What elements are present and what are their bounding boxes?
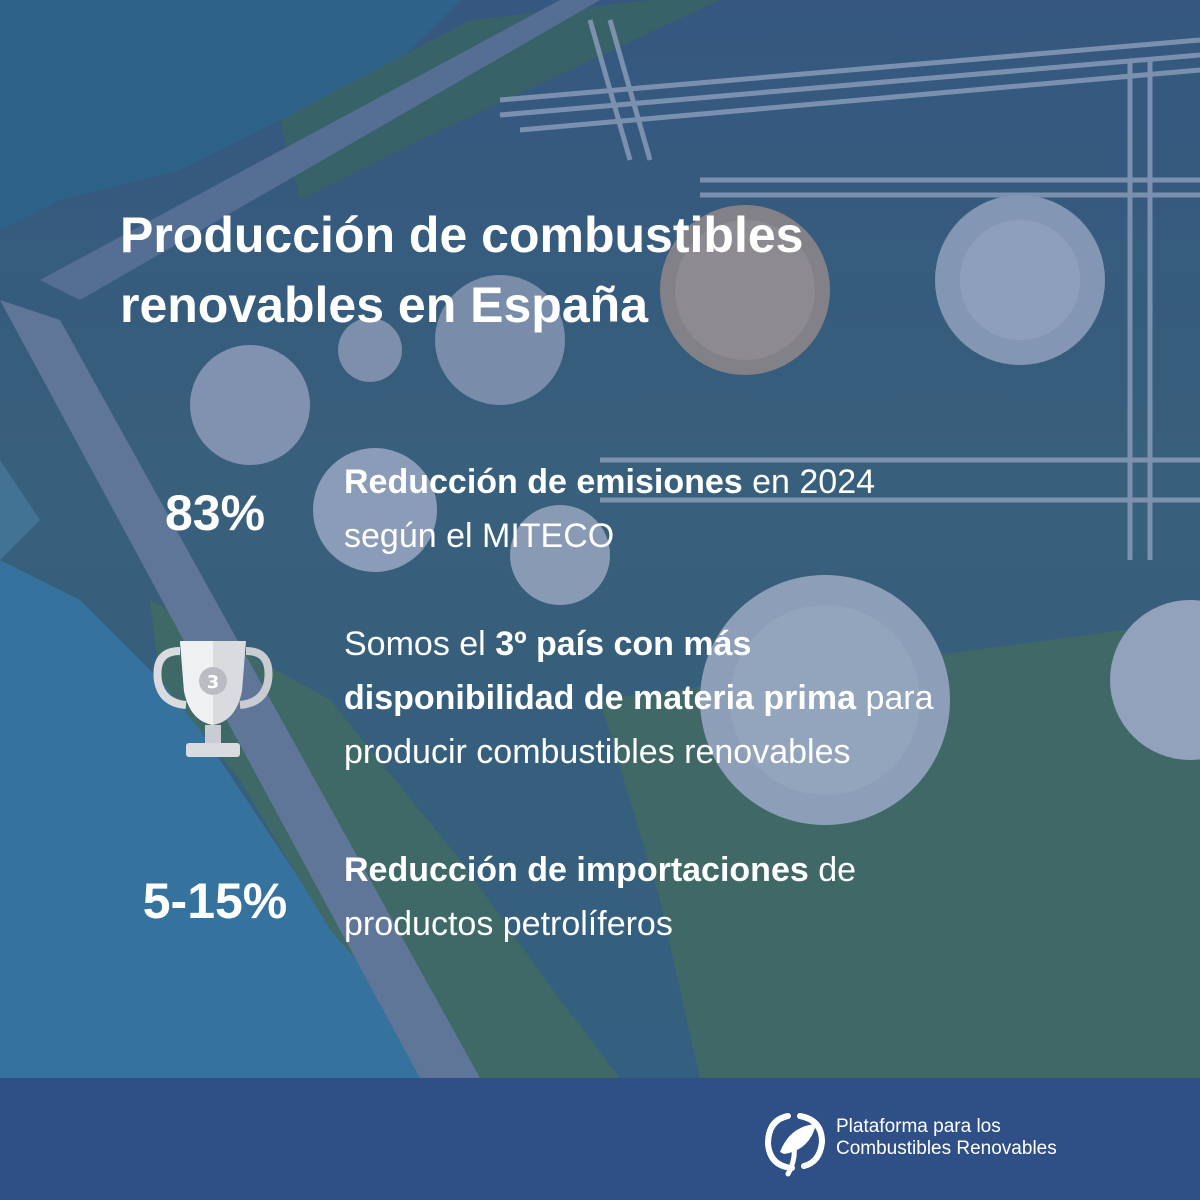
stat-rest: de [808, 851, 857, 889]
stat-bold: Reducción de importaciones [344, 851, 809, 889]
logo-line-2: Combustibles Renovables [836, 1138, 1057, 1159]
stat-rest: en 2024 [742, 463, 876, 501]
trophy-icon: 3 [150, 633, 276, 763]
stat-bold: Reducción de emisiones [344, 463, 743, 501]
stat-bold-1: 3º país con más [495, 625, 752, 663]
refinery-illustration [0, 0, 1200, 1078]
stat-rest: para [856, 679, 934, 717]
title-line-1: Producción de combustibles [120, 207, 804, 263]
blue-overlay [0, 0, 1200, 1078]
background-aerial-photo [0, 0, 1200, 1078]
stat-number: 83% [164, 485, 266, 541]
title-line-2: renovables en España [120, 277, 649, 333]
stat-description: Reducción de emisiones en 2024 según el … [344, 455, 1144, 563]
stat-description: Reducción de importaciones de productos … [344, 843, 1144, 951]
page-title: Producción de combustibles renovables en… [120, 200, 1020, 340]
trophy-number: 3 [207, 672, 220, 693]
leaf-logo-icon [760, 1108, 830, 1178]
stat-bold-2: disponibilidad de materia prima [344, 679, 856, 717]
stat-line-2: productos petrolíferos [344, 905, 673, 943]
footer-bar: Plataforma para los Combustibles Renovab… [0, 1078, 1200, 1200]
stat-number: 5-15% [142, 873, 288, 929]
stat-pre: Somos el [344, 625, 496, 663]
stat-line-2: según el MITECO [344, 517, 615, 555]
stat-description: Somos el 3º país con más disponibilidad … [344, 617, 1144, 779]
logo-line-1: Plataforma para los [836, 1116, 1001, 1137]
stat-line-3: producir combustibles renovables [344, 733, 851, 771]
logo-text: Plataforma para los Combustibles Renovab… [836, 1116, 1057, 1160]
